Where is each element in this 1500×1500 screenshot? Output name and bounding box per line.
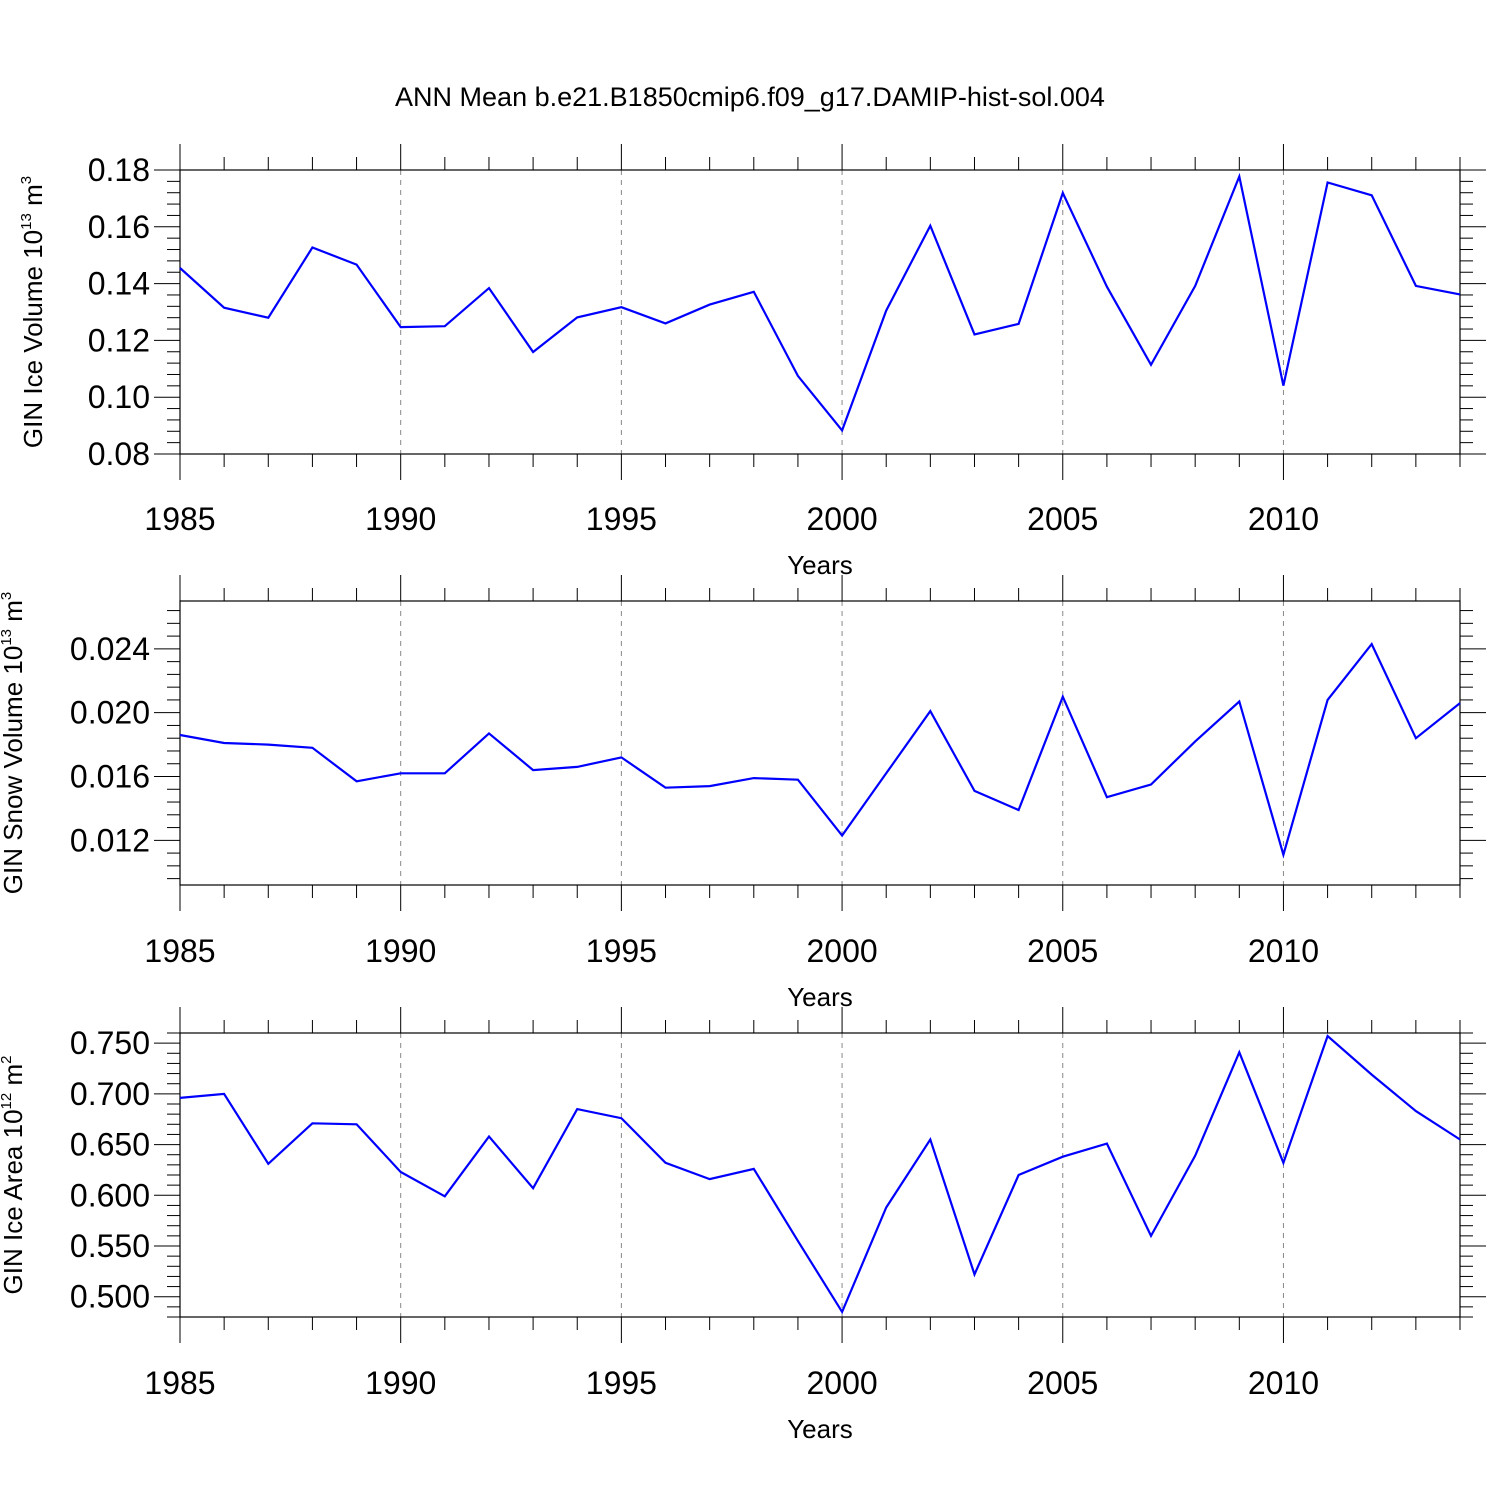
x-tick-label: 1985: [144, 1365, 215, 1401]
series-line-snow-volume: [179, 642, 1461, 859]
y-axis-title: GIN Snow Volume 1013 m3: [0, 592, 28, 895]
y-axis-title-unit: m: [0, 1064, 28, 1093]
x-tick-label: 1990: [365, 1365, 436, 1401]
y-axis-title-main: GIN Snow Volume 10: [0, 646, 28, 895]
x-tick-label: 2005: [1027, 933, 1098, 969]
y-tick-label: 0.012: [70, 822, 150, 858]
y-axis-title-exp: 13: [18, 213, 35, 230]
y-tick-label: 0.18: [88, 152, 150, 188]
y-tick-label: 0.020: [70, 695, 150, 731]
y-tick-label: 0.600: [70, 1177, 150, 1213]
x-axis-title: Years: [787, 550, 853, 580]
y-tick-label: 0.700: [70, 1076, 150, 1112]
panel-ice-volume: 1985 1990 1995 2000 2005 2010 0.08 0.10 0.12 0.14…: [18, 144, 1486, 580]
panel-snow-volume: 1985 1990 1995 2000 2005 2010 0.012 0.016 0.020 0…: [0, 575, 1486, 1012]
plot-frame: [179, 600, 1461, 886]
y-axis-title-unit-exp: 3: [18, 176, 35, 184]
x-tick-label: 1990: [365, 933, 436, 969]
series-line-ice-area: [179, 1034, 1461, 1315]
x-tick-label: 1995: [586, 501, 657, 537]
x-tick-label: 2005: [1027, 501, 1098, 537]
x-tick-label: 1990: [365, 501, 436, 537]
y-tick-label: 0.08: [88, 436, 150, 472]
panels: 1985 1990 1995 2000 2005 2010 0.08 0.10 0.12 0.14…: [0, 144, 1486, 1444]
y-tick-label: 0.550: [70, 1228, 150, 1264]
y-axis-title-exp: 13: [0, 629, 15, 646]
panel-ice-area: 1985 1990 1995 2000 2005 2010 0.500 0.550 0.600 0…: [0, 1007, 1486, 1444]
y-axis-title-unit-exp: 2: [0, 1056, 15, 1064]
y-axis-title-exp: 12: [0, 1093, 15, 1110]
series-line-ice-volume: [179, 172, 1461, 433]
y-tick-label: 0.024: [70, 631, 150, 667]
y-axis-title-unit-exp: 3: [0, 592, 15, 600]
x-tick-label: 2000: [806, 501, 877, 537]
x-tick-label: 1995: [586, 1365, 657, 1401]
y-tick-label: 0.750: [70, 1025, 150, 1061]
x-axis-title: Years: [787, 982, 853, 1012]
y-axis-title-unit: m: [0, 600, 28, 629]
y-tick-label: 0.500: [70, 1279, 150, 1315]
x-tick-label: 2010: [1248, 501, 1319, 537]
y-axis-title: GIN Ice Volume 1013 m3: [18, 176, 48, 448]
x-tick-label: 2010: [1248, 1365, 1319, 1401]
y-tick-label: 0.10: [88, 379, 150, 415]
x-tick-label: 2010: [1248, 933, 1319, 969]
x-tick-label: 2000: [806, 1365, 877, 1401]
x-tick-label: 1985: [144, 933, 215, 969]
y-axis-title-main: GIN Ice Volume 10: [18, 230, 48, 448]
chart-title: ANN Mean b.e21.B1850cmip6.f09_g17.DAMIP-…: [395, 82, 1105, 112]
y-axis-title: GIN Ice Area 1012 m2: [0, 1056, 28, 1295]
x-tick-label: 2005: [1027, 1365, 1098, 1401]
x-axis-title: Years: [787, 1414, 853, 1444]
x-tick-label: 1985: [144, 501, 215, 537]
y-axis-title-unit: m: [18, 184, 48, 213]
y-tick-label: 0.016: [70, 759, 150, 795]
y-tick-label: 0.16: [88, 209, 150, 245]
plot-frame: [179, 169, 1461, 455]
y-tick-label: 0.650: [70, 1127, 150, 1163]
y-axis-title-main: GIN Ice Area 10: [0, 1109, 28, 1294]
y-tick-label: 0.14: [88, 266, 150, 302]
x-tick-label: 2000: [806, 933, 877, 969]
y-tick-label: 0.12: [88, 322, 150, 358]
x-tick-label: 1995: [586, 933, 657, 969]
